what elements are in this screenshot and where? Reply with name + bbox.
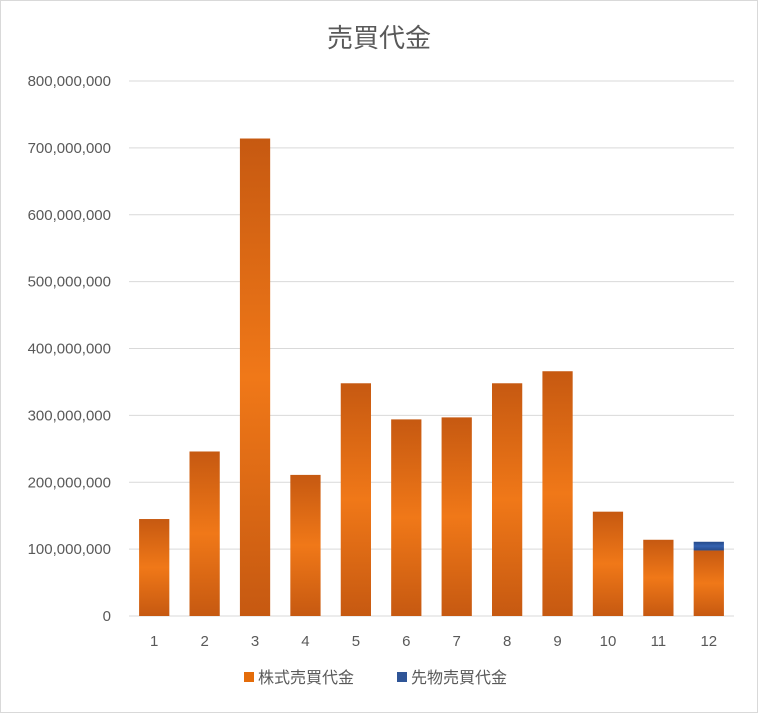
legend-swatch-stock — [244, 672, 254, 682]
y-tick-label: 500,000,000 — [28, 274, 111, 291]
gridlines — [129, 80, 734, 617]
bar-stock-1 — [139, 519, 170, 616]
y-tick-label: 400,000,000 — [28, 341, 111, 358]
bar-stock-3 — [239, 138, 271, 616]
x-tick-label: 8 — [503, 633, 511, 650]
bar-stock-7 — [441, 417, 472, 616]
legend-swatch-futures — [397, 672, 407, 682]
bar-stock-4 — [290, 474, 321, 616]
x-tick-label: 5 — [352, 633, 360, 650]
bar-futures-12 — [693, 541, 724, 551]
x-tick-label: 2 — [200, 633, 208, 650]
bar-stock-11 — [643, 539, 674, 616]
bar-stock-12 — [693, 550, 724, 616]
x-tick-label: 10 — [600, 633, 617, 650]
y-tick-label: 300,000,000 — [28, 407, 111, 424]
x-axis-ticks: 1 2 3 4 5 6 7 8 9 10 11 12 — [150, 633, 717, 650]
x-tick-label: 11 — [651, 633, 667, 650]
x-tick-label: 4 — [301, 633, 309, 650]
x-tick-label: 12 — [700, 633, 717, 650]
x-tick-label: 1 — [150, 633, 158, 650]
bar-stock-9 — [542, 371, 573, 616]
legend: 株式売買代金 先物売買代金 — [244, 669, 507, 687]
y-axis-ticks: 0 100,000,000 200,000,000 300,000,000 400,00… — [28, 73, 111, 625]
chart-title: 売買代金 — [327, 23, 431, 53]
y-tick-label: 100,000,000 — [28, 541, 111, 558]
bar-stock-5 — [340, 383, 371, 616]
x-tick-label: 9 — [553, 633, 561, 650]
x-tick-label: 3 — [251, 633, 259, 650]
y-tick-label: 800,000,000 — [28, 73, 111, 90]
x-tick-label: 7 — [453, 633, 461, 650]
y-tick-label: 700,000,000 — [28, 140, 111, 157]
x-tick-label: 6 — [402, 633, 410, 650]
bar-stock-2 — [189, 451, 220, 616]
y-tick-label: 200,000,000 — [28, 474, 111, 491]
bar-stock-8 — [492, 383, 523, 616]
bar-stock-6 — [391, 419, 422, 616]
y-tick-label: 0 — [103, 608, 111, 625]
legend-label-stock: 株式売買代金 — [258, 669, 354, 687]
y-tick-label: 600,000,000 — [28, 207, 111, 224]
bar-stock-10 — [592, 511, 624, 616]
legend-label-futures: 先物売買代金 — [411, 669, 507, 687]
bars — [139, 138, 724, 616]
